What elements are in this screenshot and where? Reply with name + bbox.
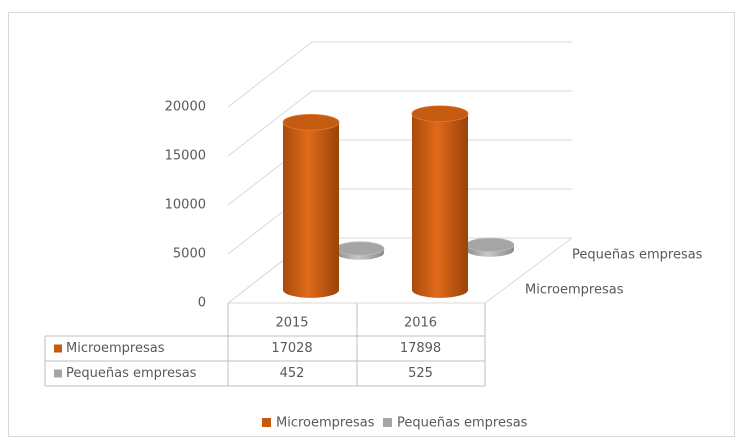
table-header: 2015 xyxy=(275,316,308,331)
y-tick-label: 5000 xyxy=(173,247,206,262)
table-cell: 17898 xyxy=(400,341,441,356)
cylinder-top xyxy=(465,237,515,252)
depth-label: Microempresas xyxy=(525,283,624,298)
cylinder-body xyxy=(283,122,339,290)
y-tick-label: 20000 xyxy=(165,100,206,115)
legend-swatch xyxy=(383,418,392,427)
grid-line xyxy=(227,90,572,157)
table-cell: 17028 xyxy=(271,341,312,356)
depth-label: Pequeñas empresas xyxy=(572,248,703,263)
table-row-label: Pequeñas empresas xyxy=(66,366,197,381)
legend-label: Microempresas xyxy=(276,416,375,431)
table-header: 2016 xyxy=(404,316,437,331)
chart-frame xyxy=(8,12,735,437)
cylinder-top xyxy=(411,105,469,122)
data-table xyxy=(44,303,486,387)
grid-line xyxy=(227,41,572,108)
legend-label: Pequeñas empresas xyxy=(397,416,528,431)
y-tick-label: 0 xyxy=(198,296,206,311)
legend-swatch xyxy=(262,418,271,427)
table-key xyxy=(54,369,62,378)
y-tick-label: 10000 xyxy=(165,198,206,213)
y-tick-label: 15000 xyxy=(165,149,206,164)
table-cell: 525 xyxy=(408,366,433,381)
table-key xyxy=(54,344,62,353)
cylinder-top xyxy=(282,114,340,131)
table-cell: 452 xyxy=(280,366,305,381)
cylinder-body xyxy=(412,113,468,290)
table-row-label: Microempresas xyxy=(66,341,165,356)
cylinder-top xyxy=(335,241,385,256)
